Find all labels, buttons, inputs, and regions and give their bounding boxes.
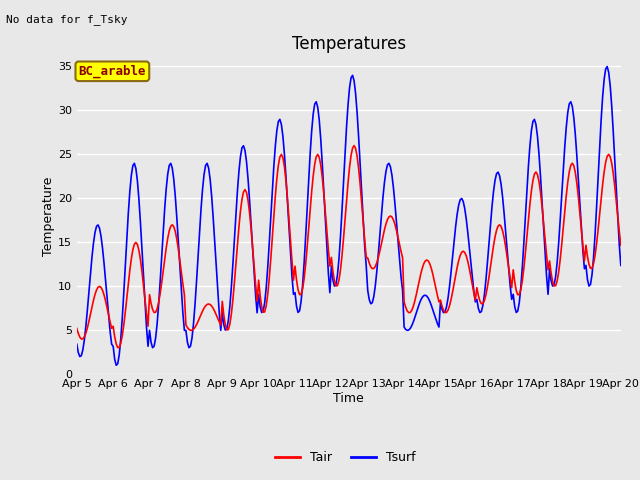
Legend: Tair, Tsurf: Tair, Tsurf [271, 446, 420, 469]
Title: Temperatures: Temperatures [292, 35, 406, 53]
X-axis label: Time: Time [333, 392, 364, 405]
Y-axis label: Temperature: Temperature [42, 176, 55, 256]
Text: BC_arable: BC_arable [79, 65, 146, 78]
Text: No data for f_Tsky: No data for f_Tsky [6, 14, 128, 25]
